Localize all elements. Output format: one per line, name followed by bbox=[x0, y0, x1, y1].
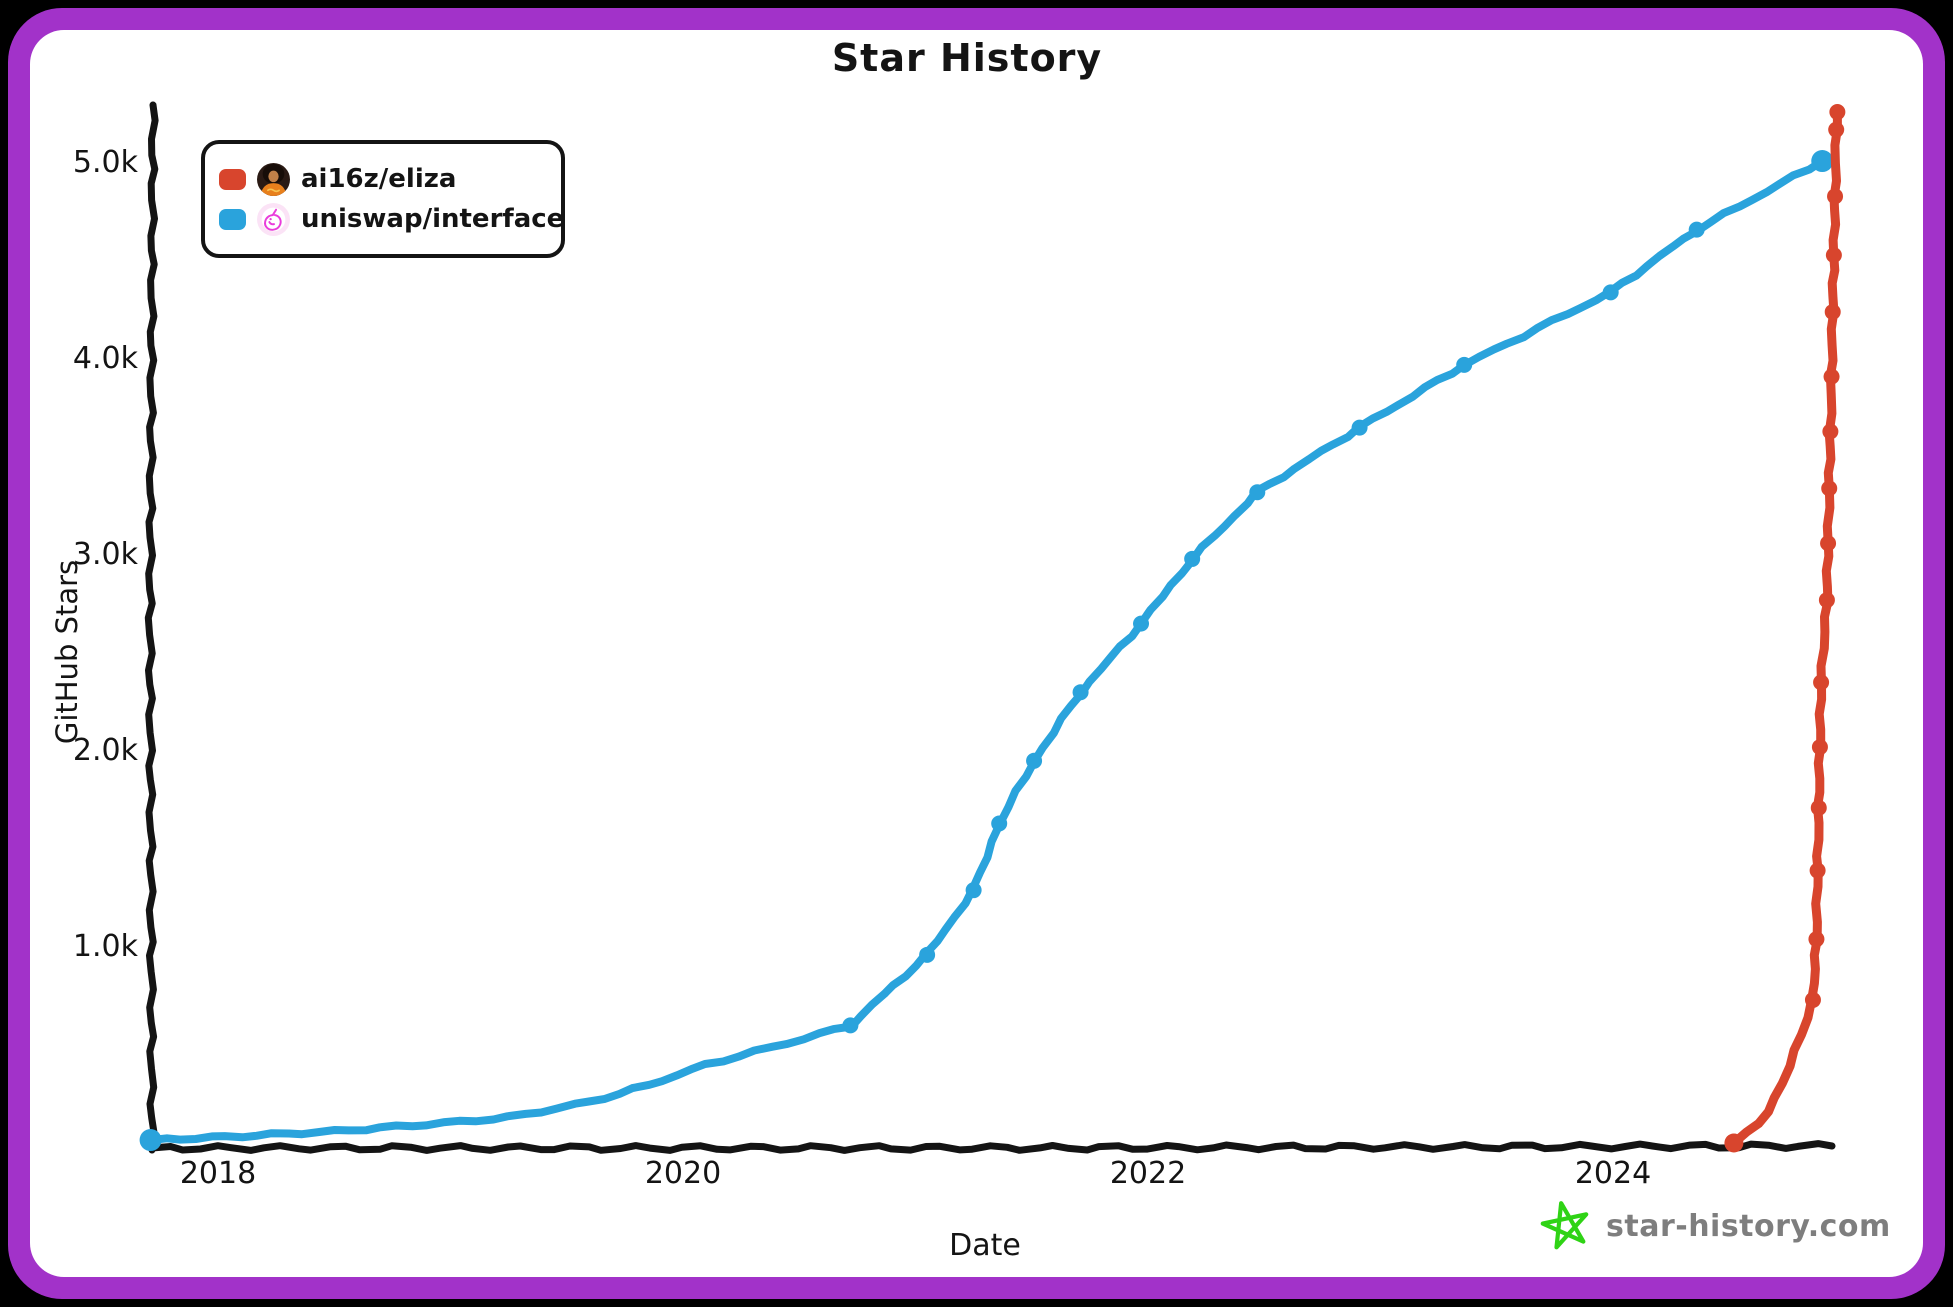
uniswap/interface-data-point bbox=[1249, 484, 1266, 501]
uniswap/interface-data-point bbox=[991, 815, 1008, 832]
ai16z/eliza-line bbox=[1729, 107, 1842, 1148]
eliza-series-swatch bbox=[219, 168, 246, 190]
ai16z/eliza-data-point bbox=[1825, 247, 1842, 264]
uniswap/interface-data-point bbox=[1688, 221, 1705, 238]
x-axis-title: Date bbox=[949, 1228, 1021, 1263]
ai16z/eliza-data-point bbox=[1827, 188, 1844, 205]
ai16z/eliza-data-point bbox=[1818, 592, 1835, 609]
y-tick-label: 4.0k bbox=[72, 341, 138, 376]
uniswap-series-swatch bbox=[219, 208, 246, 230]
x-tick-label: 2020 bbox=[644, 1156, 722, 1191]
legend-item-uniswap: uniswap/interface bbox=[219, 202, 564, 236]
legend-label-uniswap: uniswap/interface bbox=[301, 204, 565, 234]
uniswap/interface-data-point bbox=[1811, 150, 1834, 173]
uniswap/interface-data-point bbox=[1133, 615, 1150, 632]
x-tick-label: 2022 bbox=[1109, 1156, 1187, 1191]
uniswap/interface-data-point bbox=[1184, 550, 1201, 567]
legend-item-eliza: ai16z/eliza bbox=[219, 162, 547, 196]
uniswap/interface-line bbox=[146, 157, 1827, 1145]
y-tick-label: 2.0k bbox=[72, 733, 138, 768]
watermark-link[interactable]: star-history.com bbox=[1606, 1208, 1891, 1244]
uniswap/interface-data-point bbox=[919, 946, 936, 963]
y-tick-label: 5.0k bbox=[72, 145, 138, 180]
ai16z/eliza-data-point bbox=[1804, 991, 1821, 1008]
ai16z/eliza-data-point bbox=[1811, 739, 1828, 756]
uniswap/interface-data-point bbox=[1072, 684, 1089, 701]
uniswap/interface-data-point bbox=[139, 1129, 162, 1152]
uniswap/interface-data-point bbox=[1026, 752, 1043, 769]
ai16z/eliza-data-point bbox=[1813, 674, 1830, 691]
legend-box: ai16z/eliza uniswap/interface bbox=[201, 140, 565, 258]
ai16z/eliza-data-point bbox=[1823, 368, 1840, 385]
y-tick-label: 1.0k bbox=[72, 929, 138, 964]
ai16z/eliza-data-point bbox=[1822, 423, 1839, 440]
x-tick-label: 2024 bbox=[1574, 1156, 1652, 1191]
legend-label-eliza: ai16z/eliza bbox=[301, 164, 457, 194]
ai16z/eliza-data-point bbox=[1809, 862, 1826, 879]
ai16z/eliza-data-point bbox=[1820, 535, 1837, 552]
uniswap/interface-data-point bbox=[1602, 284, 1619, 301]
ai16z/eliza-data-point bbox=[1808, 931, 1825, 948]
y-axis-title: GitHub Stars bbox=[50, 559, 84, 745]
x-axis-line bbox=[148, 1140, 1836, 1154]
uniswap/interface-data-point bbox=[1456, 356, 1473, 373]
uniswap/interface-data-point bbox=[1351, 419, 1368, 436]
ai16z/eliza-data-point bbox=[1828, 121, 1845, 138]
ai16z/eliza-data-point bbox=[1824, 303, 1841, 320]
ai16z/eliza-data-point bbox=[1821, 480, 1838, 497]
ai16z/eliza-data-point bbox=[1829, 104, 1846, 121]
ai16z/eliza-data-point bbox=[1724, 1133, 1744, 1153]
ai16z-avatar-icon bbox=[257, 162, 290, 196]
uniswap/interface-data-point bbox=[965, 882, 982, 899]
chart-title: Star History bbox=[831, 36, 1103, 80]
uniswap/interface-data-point bbox=[842, 1017, 859, 1034]
x-tick-label: 2018 bbox=[179, 1156, 257, 1191]
y-tick-label: 3.0k bbox=[72, 537, 138, 572]
y-axis-line bbox=[144, 101, 159, 1154]
watermark: star-history.com bbox=[1538, 1198, 1891, 1254]
ai16z/eliza-data-point bbox=[1810, 799, 1827, 816]
star-history-logo-icon bbox=[1538, 1198, 1594, 1254]
uniswap-unicorn-icon bbox=[257, 202, 290, 236]
